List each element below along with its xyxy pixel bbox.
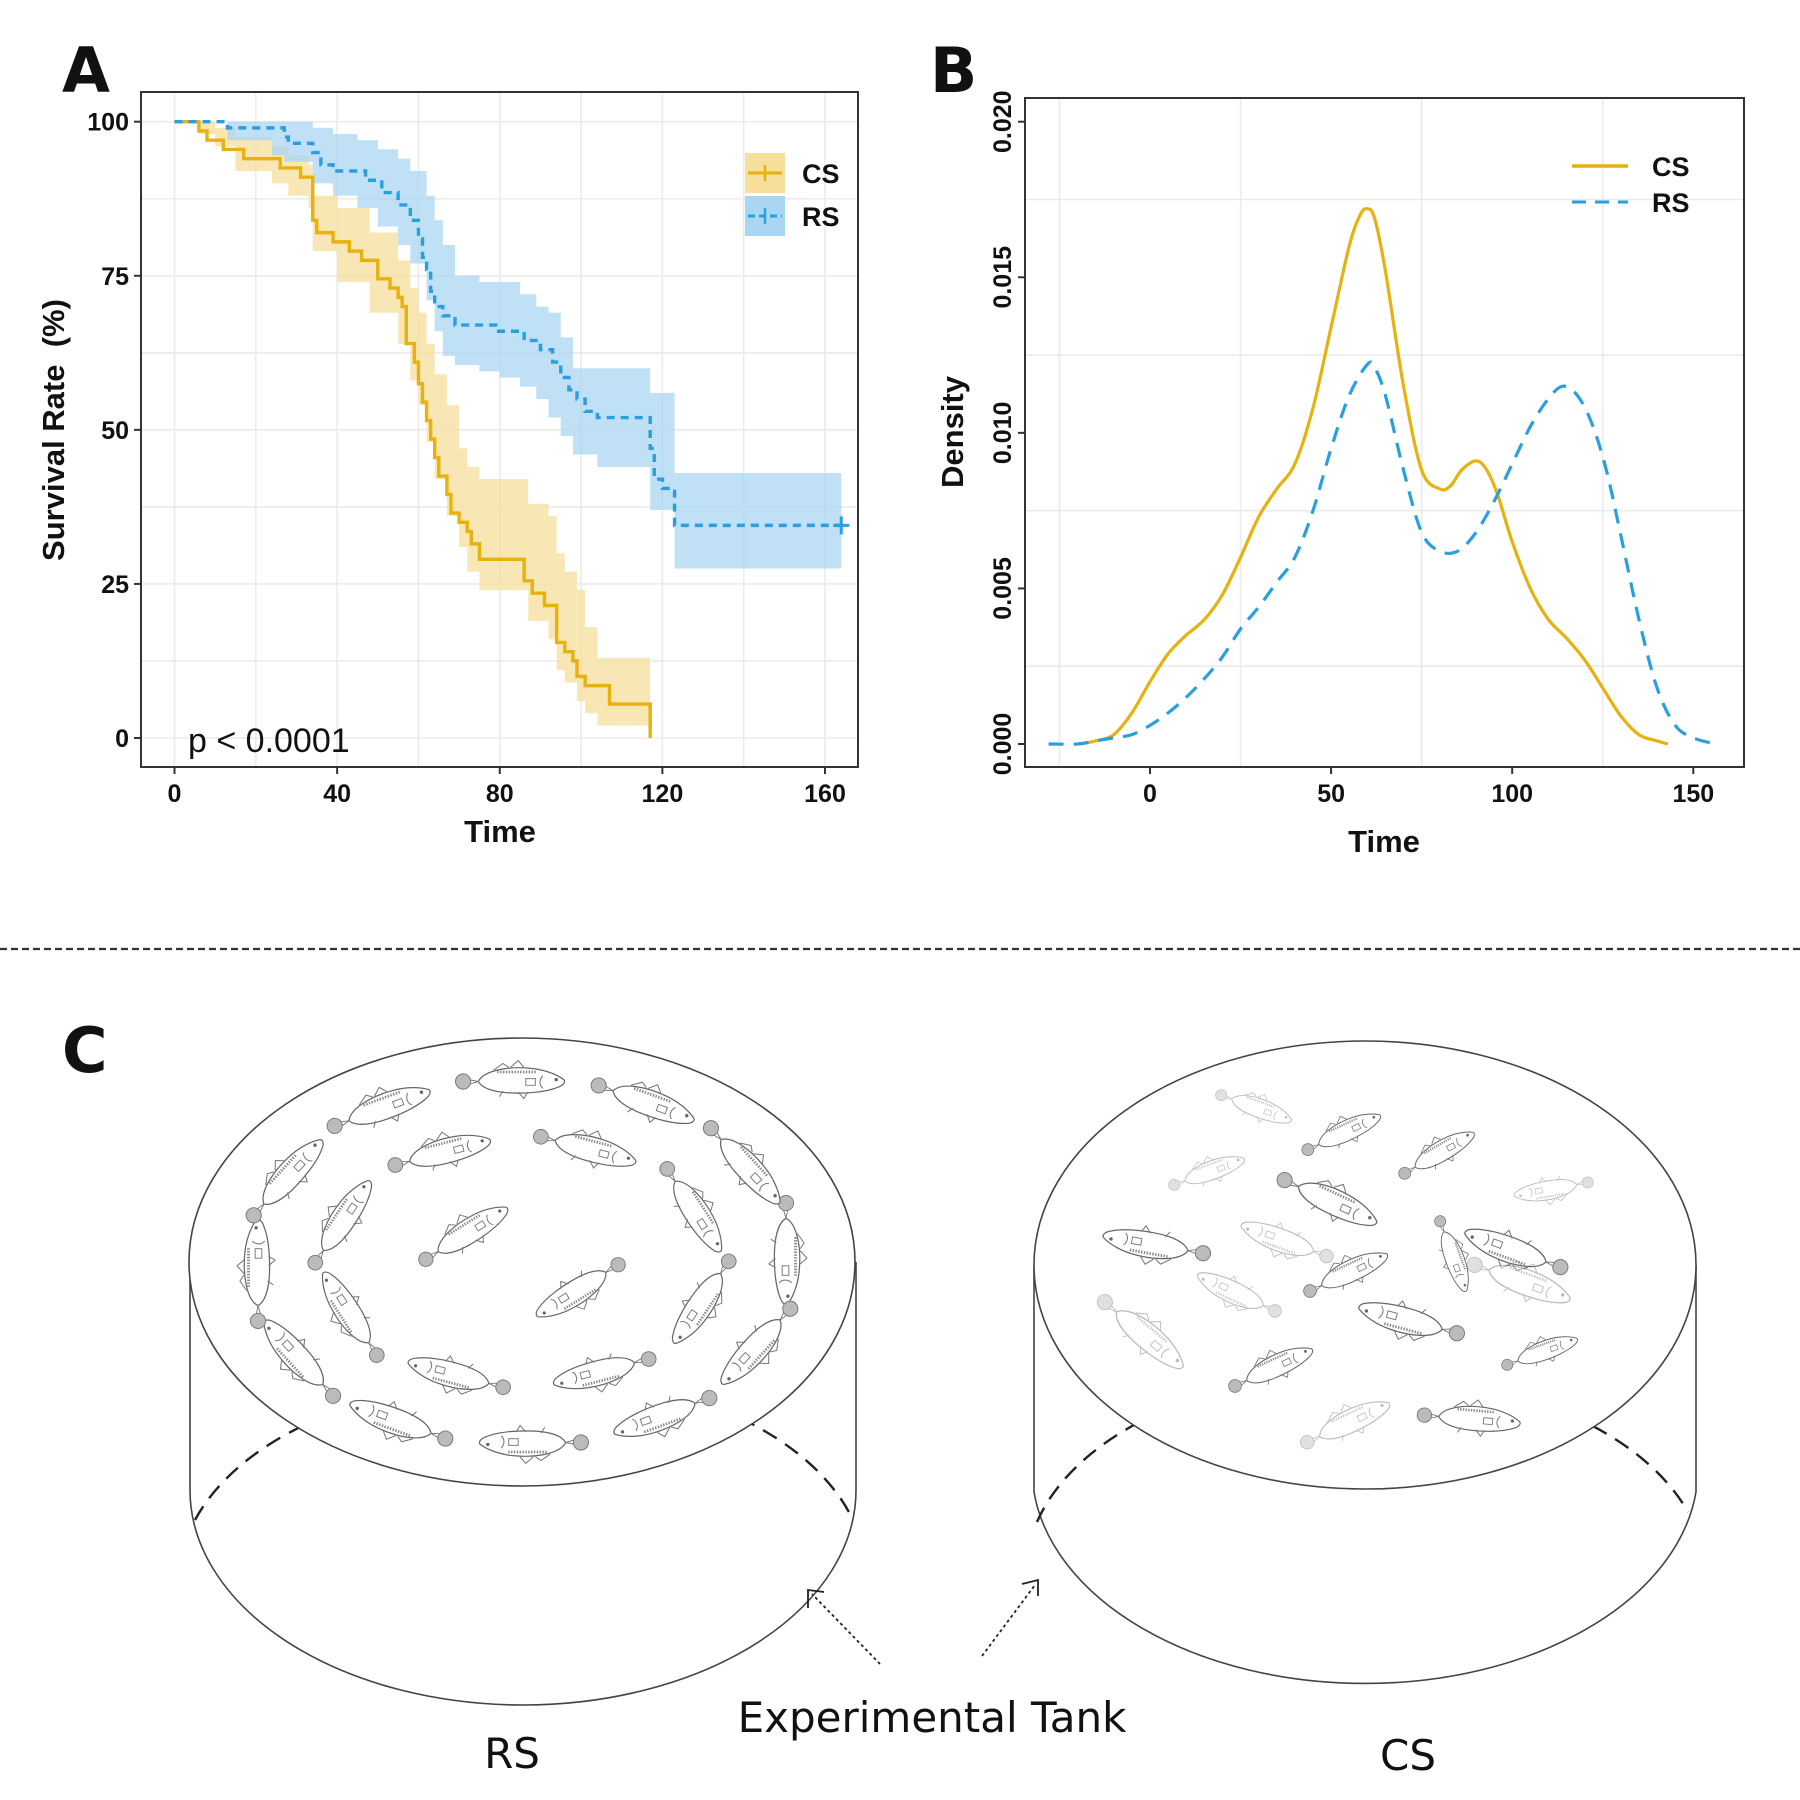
legend-item-cs: CS [1572, 152, 1690, 182]
tank-cs-caption: CS [1380, 1731, 1436, 1780]
tank-rs [188, 1037, 857, 1706]
tank-rs-body [189, 1262, 857, 1706]
tank-rs-caption: RS [484, 1729, 540, 1778]
x-tick-label: 150 [1672, 780, 1714, 808]
panel-b-y-axis: 0.000 0.005 0.010 0.015 0.020 [989, 90, 1025, 775]
x-tick-label: 100 [1491, 780, 1533, 808]
panel-a-x-axis: 0 40 80 120 160 [168, 767, 846, 808]
survival-curve-rs [174, 120, 842, 528]
panel-c: C Experimental Tank RS CS [62, 1014, 1697, 1780]
density-curve-cs [1077, 207, 1669, 746]
panel-a-confidence-bands [174, 121, 842, 726]
panel-a-survival-curves [174, 120, 850, 738]
tank-rs-hidden-rim [193, 1410, 854, 1521]
legend-item-rs: RS [745, 196, 840, 236]
panel-label-a: A [62, 34, 110, 107]
panel-a: A 0 40 80 120 160 0 25 50 75 100 Time Survival R… [36, 34, 859, 849]
x-tick-label: 160 [804, 780, 846, 808]
y-tick-label: 0.010 [989, 402, 1017, 465]
y-tick-label: 50 [101, 417, 129, 445]
x-tick-label: 0 [1143, 780, 1157, 808]
arrow-to-rs-tank [811, 1593, 881, 1665]
panel-b: B 0 50 100 150 0.000 0.005 0.010 0.015 0.020 Ti… [930, 34, 1745, 859]
x-tick-label: 120 [642, 780, 684, 808]
legend-item-rs: RS [1572, 188, 1690, 218]
x-tick-label: 0 [168, 780, 182, 808]
y-tick-label: 0.000 [989, 713, 1017, 776]
x-tick-label: 80 [486, 780, 514, 808]
ci-band-rs [174, 121, 842, 569]
panel-b-density-curves [1048, 207, 1716, 746]
x-tick-label: 50 [1317, 780, 1345, 808]
p-value-annotation: p < 0.0001 [188, 722, 350, 760]
y-tick-label: 100 [87, 109, 129, 137]
legend-label-rs: RS [1652, 188, 1690, 218]
arrow-head-rs [807, 1588, 825, 1608]
panel-b-x-axis-title: Time [1348, 824, 1420, 859]
y-tick-label: 0 [115, 725, 129, 753]
y-tick-label: 0.015 [989, 246, 1017, 309]
panel-a-y-axis-title: Survival Rate (%) [36, 299, 71, 561]
tank-cs [1033, 1040, 1697, 1685]
panel-b-y-axis-title: Density [935, 375, 970, 488]
panel-b-legend: CS RS [1572, 152, 1690, 218]
panel-label-b: B [930, 34, 977, 107]
panel-a-y-axis: 0 25 50 75 100 [87, 109, 141, 753]
panel-a-x-axis-title: Time [464, 814, 536, 849]
y-tick-label: 0.020 [989, 90, 1017, 153]
arrow-head-cs [1021, 1578, 1039, 1596]
panel-a-legend: CS RS [745, 153, 840, 236]
survival-curve-cs [174, 120, 652, 738]
density-curve-rs [1048, 360, 1716, 746]
tank-rs-lid [188, 1037, 856, 1487]
legend-label-rs: RS [802, 202, 840, 232]
y-tick-label: 25 [101, 571, 129, 599]
experimental-tank-caption: Experimental Tank [738, 1693, 1127, 1742]
y-tick-label: 75 [101, 263, 129, 291]
legend-label-cs: CS [1652, 152, 1690, 182]
panel-label-c: C [62, 1014, 108, 1087]
arrow-to-cs-tank [981, 1584, 1036, 1657]
legend-label-cs: CS [802, 159, 840, 189]
ci-band-cs [174, 121, 651, 726]
panel-b-gridlines [1025, 98, 1744, 767]
y-tick-label: 0.005 [989, 557, 1017, 620]
x-tick-label: 40 [323, 780, 351, 808]
legend-item-cs: CS [745, 153, 840, 193]
censor-mark-rs [833, 516, 850, 535]
experimental-tank-arrows [807, 1578, 1039, 1665]
panel-b-x-axis: 0 50 100 150 [1143, 767, 1714, 808]
tank-cs-body [1033, 1265, 1697, 1685]
panel-a-gridlines [141, 92, 858, 767]
